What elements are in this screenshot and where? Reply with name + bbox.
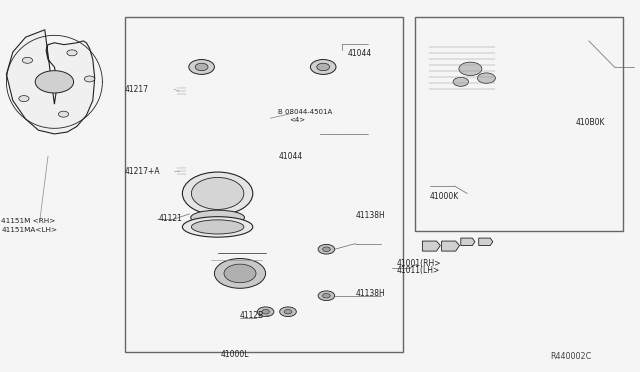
Bar bbox=[415, 17, 623, 231]
Ellipse shape bbox=[191, 220, 244, 234]
Polygon shape bbox=[429, 43, 496, 93]
Text: B 08044-4501A: B 08044-4501A bbox=[278, 109, 333, 115]
Circle shape bbox=[477, 73, 495, 83]
Text: 41151MA<LH>: 41151MA<LH> bbox=[1, 227, 58, 233]
Circle shape bbox=[318, 244, 335, 254]
Text: 41217+A: 41217+A bbox=[125, 167, 161, 176]
Circle shape bbox=[35, 71, 74, 93]
Circle shape bbox=[19, 96, 29, 102]
Polygon shape bbox=[421, 27, 513, 101]
Polygon shape bbox=[195, 87, 209, 96]
Polygon shape bbox=[461, 238, 475, 246]
Text: 41000K: 41000K bbox=[430, 192, 460, 201]
Polygon shape bbox=[315, 45, 342, 55]
Circle shape bbox=[189, 60, 214, 74]
Polygon shape bbox=[566, 33, 595, 41]
Text: 41217: 41217 bbox=[125, 85, 149, 94]
Polygon shape bbox=[259, 125, 279, 131]
Polygon shape bbox=[479, 238, 493, 246]
Polygon shape bbox=[175, 164, 195, 178]
Polygon shape bbox=[178, 241, 334, 308]
Text: 41044: 41044 bbox=[278, 152, 303, 161]
Polygon shape bbox=[509, 36, 562, 97]
Circle shape bbox=[67, 50, 77, 56]
Circle shape bbox=[310, 60, 336, 74]
Circle shape bbox=[22, 57, 33, 63]
Ellipse shape bbox=[182, 172, 253, 215]
Circle shape bbox=[280, 307, 296, 317]
Circle shape bbox=[317, 63, 330, 71]
Ellipse shape bbox=[191, 177, 244, 209]
Polygon shape bbox=[175, 84, 195, 98]
Polygon shape bbox=[243, 115, 263, 121]
Text: 4112B: 4112B bbox=[240, 311, 264, 320]
Text: 41044: 41044 bbox=[348, 49, 372, 58]
Text: 41151M <RH>: 41151M <RH> bbox=[1, 218, 56, 224]
Text: 41011(LH>: 41011(LH> bbox=[397, 266, 440, 275]
Text: R440002C: R440002C bbox=[550, 352, 591, 361]
Circle shape bbox=[318, 291, 335, 301]
Polygon shape bbox=[192, 28, 333, 112]
Circle shape bbox=[323, 247, 330, 251]
Circle shape bbox=[257, 307, 274, 317]
Text: 410B0K: 410B0K bbox=[576, 118, 605, 127]
Circle shape bbox=[58, 111, 68, 117]
Polygon shape bbox=[296, 129, 323, 139]
Bar bbox=[125, 17, 403, 352]
Text: 41138H: 41138H bbox=[355, 211, 385, 220]
Polygon shape bbox=[195, 167, 209, 176]
Ellipse shape bbox=[182, 217, 253, 237]
Polygon shape bbox=[417, 26, 512, 95]
Polygon shape bbox=[6, 30, 95, 134]
Text: 41001(RH>: 41001(RH> bbox=[397, 259, 442, 268]
Circle shape bbox=[459, 62, 482, 76]
Text: 41121: 41121 bbox=[159, 214, 182, 223]
Circle shape bbox=[284, 310, 292, 314]
Circle shape bbox=[224, 264, 256, 283]
Text: 41138H: 41138H bbox=[355, 289, 385, 298]
Polygon shape bbox=[442, 241, 460, 251]
Text: <4>: <4> bbox=[289, 117, 305, 123]
Polygon shape bbox=[191, 193, 244, 218]
Circle shape bbox=[84, 76, 95, 82]
Circle shape bbox=[453, 77, 468, 86]
Ellipse shape bbox=[191, 210, 244, 225]
Polygon shape bbox=[422, 241, 440, 251]
Circle shape bbox=[214, 259, 266, 288]
Circle shape bbox=[262, 310, 269, 314]
Text: 41000L: 41000L bbox=[221, 350, 250, 359]
Circle shape bbox=[323, 294, 330, 298]
Circle shape bbox=[195, 63, 208, 71]
Polygon shape bbox=[444, 36, 506, 95]
Polygon shape bbox=[560, 23, 582, 32]
